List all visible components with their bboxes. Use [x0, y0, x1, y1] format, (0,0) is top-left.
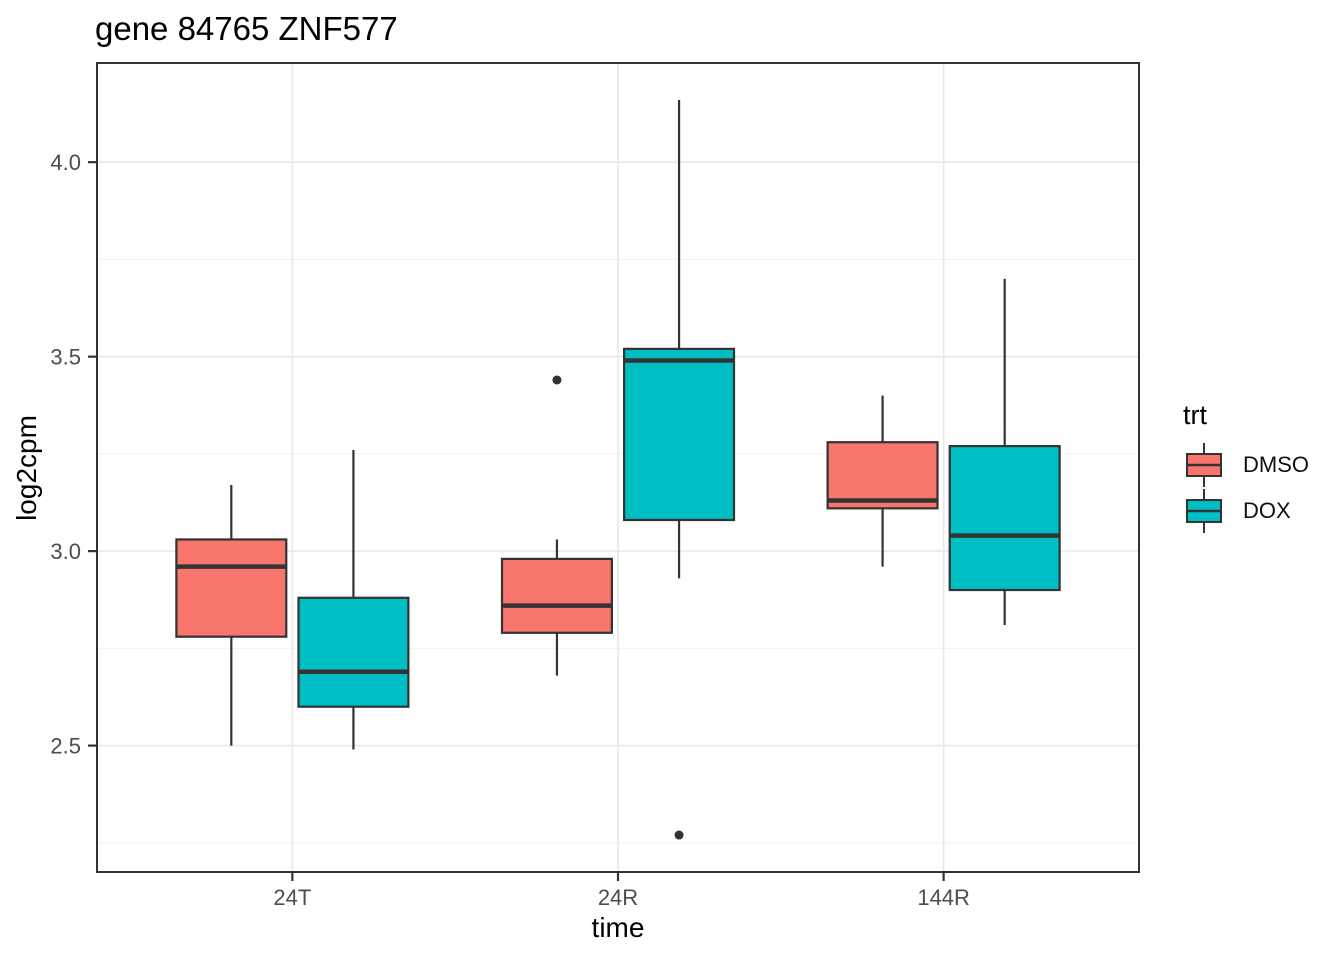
legend-label-dox: DOX — [1243, 498, 1291, 523]
outlier-point-DMSO-24R — [552, 375, 562, 385]
y-tick-label: 3.5 — [50, 345, 81, 370]
x-tick-label: 24T — [273, 885, 311, 910]
y-tick-label: 2.5 — [50, 734, 81, 759]
boxplot-key-icon — [1186, 443, 1222, 487]
boxplot-box-DOX-24R — [623, 347, 736, 522]
x-tick-label: 24R — [598, 885, 638, 910]
x-tick-label: 144R — [917, 885, 970, 910]
legend-item-dox: DOX — [1170, 488, 1309, 534]
outlier-point-DOX-24R — [674, 830, 684, 840]
y-tick-label: 4.0 — [50, 150, 81, 175]
legend-item-dmso: DMSO — [1170, 442, 1309, 488]
boxplot-key-icon — [1186, 489, 1222, 533]
legend: trt DMSO DOX — [1170, 400, 1309, 534]
y-tick-label: 3.0 — [50, 539, 81, 564]
legend-title: trt — [1183, 400, 1207, 430]
boxplot-box-DOX-24T — [297, 596, 410, 708]
boxplot-box-DMSO-144R — [826, 441, 939, 510]
boxplot-box-DMSO-24R — [500, 557, 613, 634]
boxplot-box-DOX-144R — [948, 445, 1061, 592]
y-axis-title: log2cpm — [11, 415, 42, 521]
plot-title: gene 84765 ZNF577 — [95, 10, 398, 47]
legend-label-dmso: DMSO — [1243, 452, 1309, 477]
boxplot-box-DMSO-24T — [175, 538, 288, 638]
x-axis-title: time — [591, 912, 645, 943]
